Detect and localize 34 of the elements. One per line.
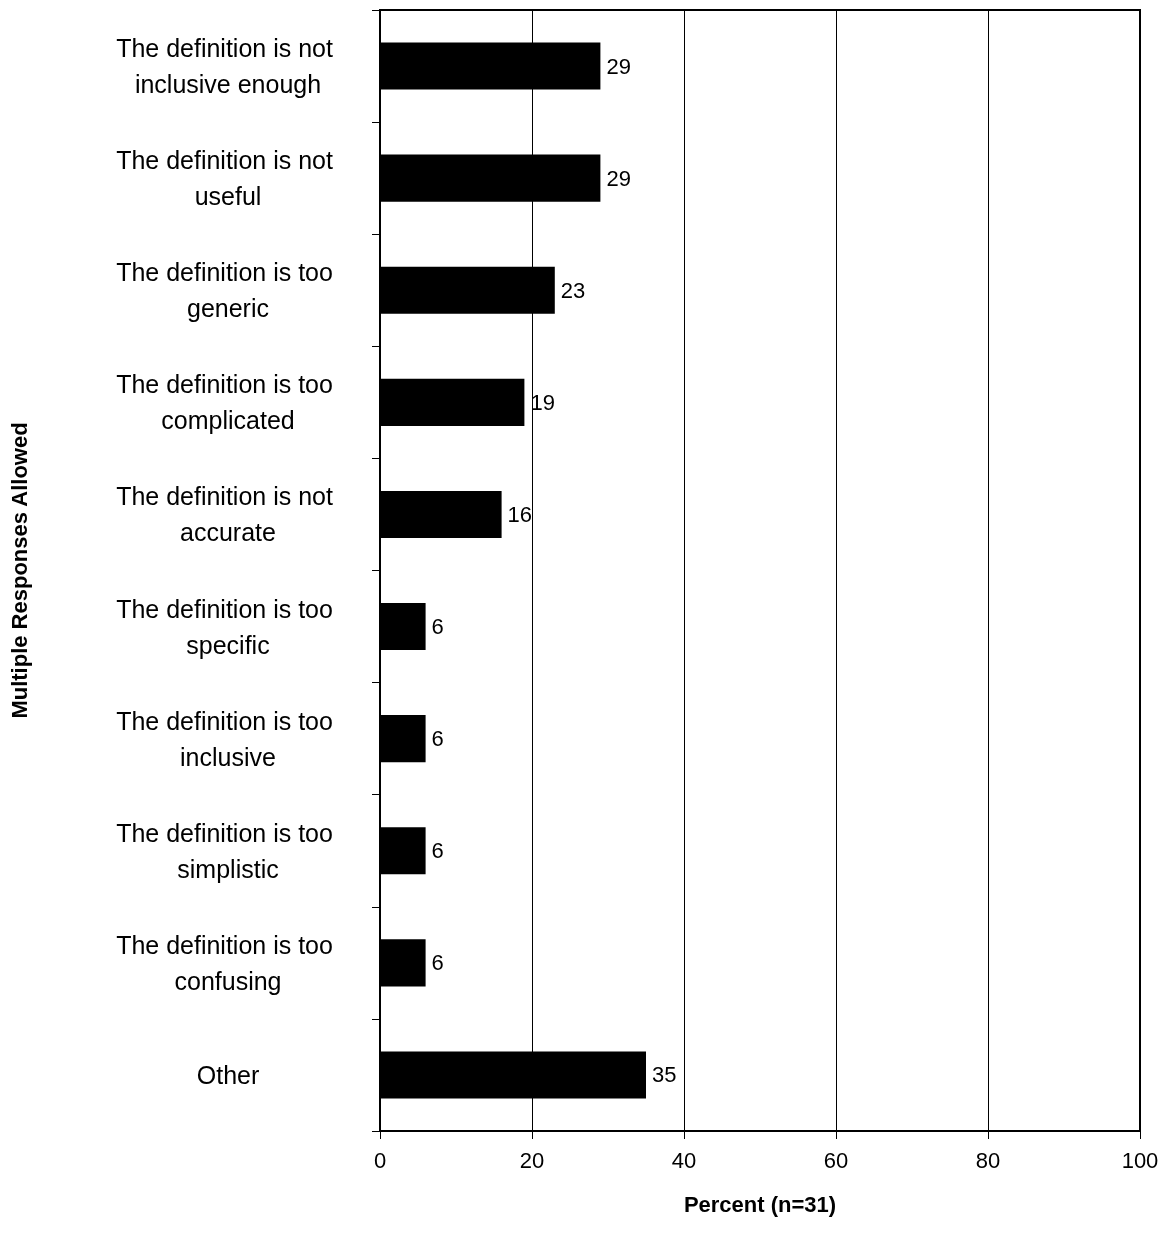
y-tick-label: The definition is too complicated (116, 370, 340, 435)
data-label: 6 (431, 726, 444, 752)
x-tick-label: 80 (975, 1147, 1001, 1173)
x-tick-label: 0 (373, 1147, 387, 1173)
data-label: 16 (507, 501, 533, 527)
bar (380, 378, 525, 426)
y-tick-label: The definition is too simplistic (116, 818, 340, 883)
x-axis-title: Percent (n=31) (683, 1191, 837, 1217)
y-tick-label: The definition is too inclusive (116, 706, 340, 771)
x-tick-label: 40 (671, 1147, 697, 1173)
data-label: 29 (606, 165, 631, 191)
y-tick-label: The definition is not useful (116, 146, 340, 211)
y-tick-label: The definition is not inclusive enough (116, 34, 340, 99)
y-tick-label: The definition is too specific (116, 594, 340, 659)
bar (380, 603, 426, 651)
y-tick-label: Other (196, 1060, 260, 1089)
data-label: 6 (431, 838, 444, 864)
data-label: 29 (606, 53, 631, 79)
y-axis-title: Multiple Responses Allowed (6, 422, 32, 719)
y-tick-label: The definition is too confusing (116, 930, 340, 995)
data-label: 23 (560, 277, 586, 303)
x-tick-label: 20 (519, 1147, 545, 1173)
bar (380, 715, 426, 763)
bar (380, 939, 426, 987)
y-tick-label: The definition is too generic (116, 258, 340, 323)
data-label: 19 (530, 389, 555, 415)
data-label: 6 (431, 950, 444, 976)
x-tick-label: 60 (823, 1147, 849, 1173)
data-label: 35 (652, 1062, 677, 1088)
data-label: 6 (431, 614, 444, 640)
bar (380, 490, 502, 538)
y-tick-label: The definition is not accurate (116, 482, 340, 547)
bar (380, 827, 426, 875)
x-tick-label: 100 (1121, 1147, 1159, 1173)
